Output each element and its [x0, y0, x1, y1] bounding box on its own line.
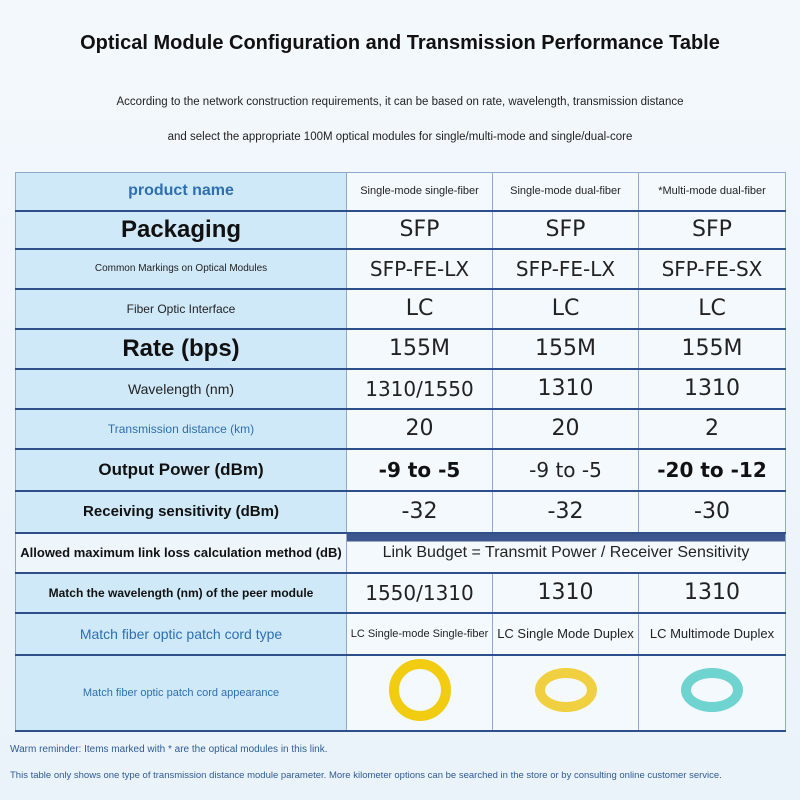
cell: Single-mode dual-fiber	[492, 172, 639, 211]
row-label: Transmission distance (km)	[15, 408, 347, 449]
cell: -9 to -5	[346, 448, 493, 491]
cell: 1310	[492, 572, 639, 613]
table-row: Rate (bps) 155M 155M 155M	[15, 328, 786, 369]
cell: SFP	[492, 210, 639, 249]
cell: SFP	[638, 210, 786, 249]
cell: SFP-FE-LX	[346, 248, 493, 289]
row-label: Output Power (dBm)	[15, 448, 347, 491]
subtitle-line-1: According to the network construction re…	[116, 96, 684, 108]
cell: -20 to -12	[638, 448, 786, 491]
cell: 20	[492, 408, 639, 449]
row-label: Rate (bps)	[15, 328, 347, 369]
table-row: Packaging SFP SFP SFP	[15, 210, 786, 249]
cell: LC Single-mode Single-fiber	[346, 612, 493, 655]
cell: -32	[346, 490, 493, 533]
spec-table: product name Single-mode single-fiber Sing…	[15, 172, 786, 732]
formula-cell: Link Budget = Transmit Power / Receiver …	[346, 532, 786, 573]
cell: -9 to -5	[492, 448, 639, 491]
cell: 1310/1550	[346, 368, 493, 409]
row-label: Receiving sensitivity (dBm)	[15, 490, 347, 533]
table-row: Allowed maximum link loss calculation me…	[15, 532, 786, 573]
cord-image-sm-duplex	[492, 654, 639, 731]
row-label: product name	[15, 172, 347, 211]
cell: SFP-FE-LX	[492, 248, 639, 289]
cell: -32	[492, 490, 639, 533]
cell: SFP	[346, 210, 493, 249]
cell: 155M	[492, 328, 639, 369]
cell: 1310	[492, 368, 639, 409]
cell: LC Single Mode Duplex	[492, 612, 639, 655]
cell: *Multi-mode dual-fiber	[638, 172, 786, 211]
table-row: Wavelength (nm) 1310/1550 1310 1310	[15, 368, 786, 409]
cell: LC Multimode Duplex	[638, 612, 786, 655]
cell: -30	[638, 490, 786, 533]
table-row: Receiving sensitivity (dBm) -32 -32 -30	[15, 490, 786, 533]
row-label: Match fiber optic patch cord appearance	[15, 654, 347, 731]
table-row: product name Single-mode single-fiber Sing…	[15, 172, 786, 211]
cell: SFP-FE-SX	[638, 248, 786, 289]
table-row: Fiber Optic Interface LC LC LC	[15, 288, 786, 329]
cell: Single-mode single-fiber	[346, 172, 493, 211]
cell: LC	[492, 288, 639, 329]
row-label: Wavelength (nm)	[15, 368, 347, 409]
cell: 155M	[638, 328, 786, 369]
row-label: Match fiber optic patch cord type	[15, 612, 347, 655]
cell: 1310	[638, 572, 786, 613]
cell: 1310	[638, 368, 786, 409]
cell: 2	[638, 408, 786, 449]
table-row: Match fiber optic patch cord type LC Sing…	[15, 612, 786, 655]
row-label: Fiber Optic Interface	[15, 288, 347, 329]
row-label: Allowed maximum link loss calculation me…	[15, 532, 347, 573]
cell: 155M	[346, 328, 493, 369]
cell: LC	[346, 288, 493, 329]
page-title: Optical Module Configuration and Transmi…	[80, 32, 720, 54]
table-row: Transmission distance (km) 20 20 2	[15, 408, 786, 449]
footer-note: This table only shows one type of transm…	[10, 770, 722, 781]
row-label: Common Markings on Optical Modules	[15, 248, 347, 289]
table-row: Match the wavelength (nm) of the peer mo…	[15, 572, 786, 613]
cord-image-single-fiber	[346, 654, 493, 731]
warm-reminder: Warm reminder: Items marked with * are t…	[10, 744, 328, 755]
cell: 1550/1310	[346, 572, 493, 613]
subtitle-line-2: and select the appropriate 100M optical …	[167, 131, 633, 143]
cell: LC	[638, 288, 786, 329]
table-row: Output Power (dBm) -9 to -5 -9 to -5 -20 to…	[15, 448, 786, 491]
table-row: Common Markings on Optical Modules SFP-FE…	[15, 248, 786, 289]
table-row: Match fiber optic patch cord appearance	[15, 654, 786, 731]
row-label: Packaging	[15, 210, 347, 249]
row-label: Match the wavelength (nm) of the peer mo…	[15, 572, 347, 613]
cord-image-mm-duplex	[638, 654, 786, 731]
cell: 20	[346, 408, 493, 449]
